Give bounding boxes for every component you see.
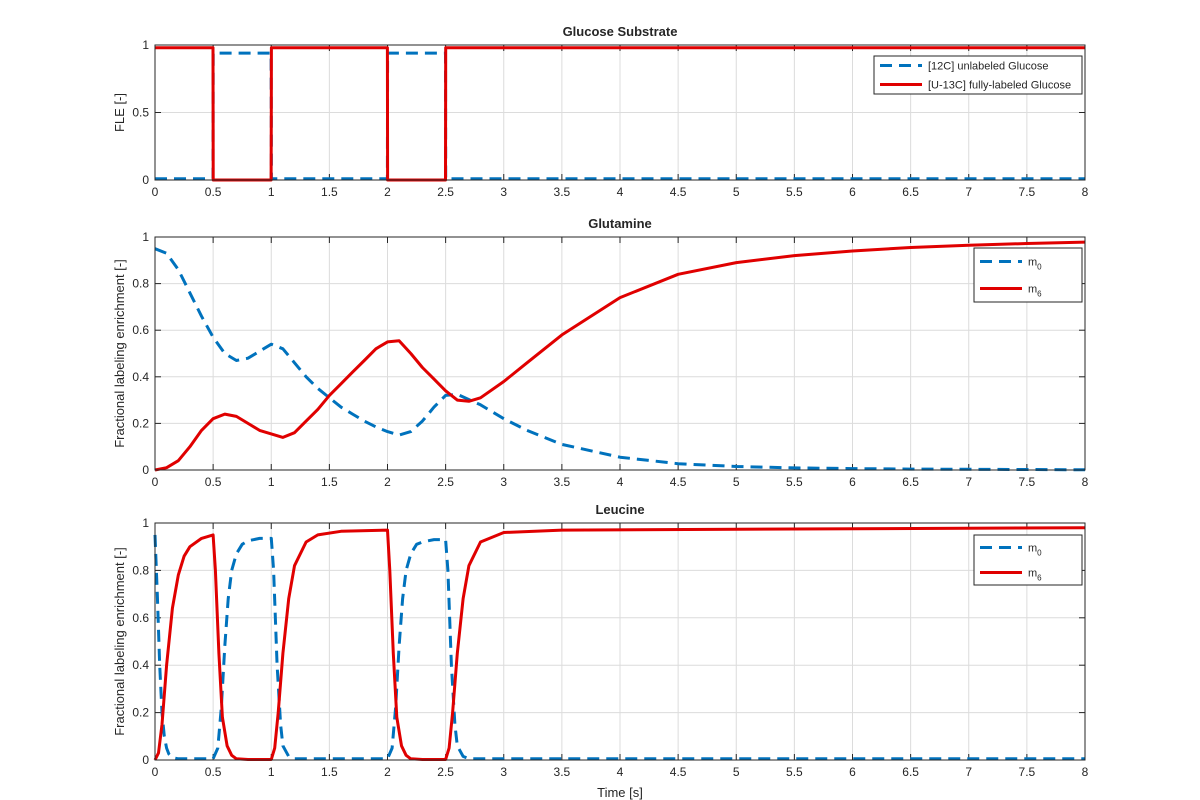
x-tick-label: 6.5 [902, 475, 919, 489]
y-tick-label: 1 [142, 230, 149, 244]
x-tick-label: 7 [965, 185, 972, 199]
y-tick-label: 0.4 [132, 370, 149, 384]
x-tick-label: 1 [268, 185, 275, 199]
y-tick-label: 0.2 [132, 416, 149, 430]
y-tick-label: 0.8 [132, 277, 149, 291]
y-tick-label: 0.8 [132, 563, 149, 577]
x-tick-label: 6.5 [902, 765, 919, 779]
x-tick-label: 6 [849, 765, 856, 779]
x-tick-label: 3.5 [554, 185, 571, 199]
subplot-title: Glutamine [588, 216, 652, 231]
x-tick-label: 0.5 [205, 475, 222, 489]
x-tick-label: 5 [733, 475, 740, 489]
x-tick-label: 3 [500, 185, 507, 199]
subplot-2: 0 0.5 1 1.5 2 2.5 3 3.5 4 4.5 5 5.5 6 6.5 7 7.5 8 0 0.2 0.4… [112, 216, 1089, 489]
x-tick-label: 2 [384, 185, 391, 199]
x-tick-label: 6.5 [902, 185, 919, 199]
legend: m0 m6 [973, 534, 1083, 586]
y-tick-label: 0 [142, 173, 149, 187]
y-tick-label: 0.6 [132, 611, 149, 625]
x-tick-label: 0 [152, 185, 159, 199]
subplot-3: 0 0.5 1 1.5 2 2.5 3 3.5 4 4.5 5 5.5 6 6.5 7 7.5 8 0 0.2 0.4… [112, 502, 1089, 800]
x-tick-label: 1 [268, 475, 275, 489]
x-tick-label: 8 [1082, 475, 1089, 489]
x-tick-label: 5 [733, 185, 740, 199]
subplot-title: Glucose Substrate [563, 24, 678, 39]
legend: [12C] unlabeled Glucose [U-13C] fully-lab… [873, 55, 1083, 95]
x-tick-label: 4 [617, 185, 624, 199]
y-tick-label: 0.2 [132, 706, 149, 720]
x-tick-label: 7.5 [1019, 185, 1036, 199]
subplot-title: Leucine [595, 502, 644, 517]
x-tick-label: 7.5 [1019, 765, 1036, 779]
y-tick-label: 0 [142, 753, 149, 767]
legend-entry-label: m6 [1028, 568, 1042, 583]
x-tick-label: 6 [849, 185, 856, 199]
y-tick-label: 1 [142, 516, 149, 530]
x-tick-label: 1 [268, 765, 275, 779]
x-tick-label: 1.5 [321, 185, 338, 199]
x-tick-label: 4 [617, 765, 624, 779]
series-line-m0 [154, 247, 1086, 472]
x-tick-label: 1.5 [321, 765, 338, 779]
legend-entry-label: [U-13C] fully-labeled Glucose [928, 80, 1071, 92]
legend-entry-label: [12C] unlabeled Glucose [928, 61, 1048, 73]
x-tick-label: 0.5 [205, 185, 222, 199]
x-tick-label: 5.5 [786, 475, 803, 489]
x-tick-label: 7.5 [1019, 475, 1036, 489]
y-axis-label: Fractional labeling enrichment [-] [112, 259, 127, 448]
legend: m0 m6 [973, 247, 1083, 303]
y-axis-label: FLE [-] [112, 93, 127, 132]
x-tick-label: 0 [152, 765, 159, 779]
legend-entry-label: m6 [1028, 284, 1042, 299]
x-tick-label: 4.5 [670, 765, 687, 779]
x-tick-label: 2.5 [437, 475, 454, 489]
axes-border [154, 44, 1086, 181]
legend-entry-label: m0 [1028, 257, 1042, 272]
legend-box [873, 55, 1083, 95]
x-tick-label: 3 [500, 475, 507, 489]
legend-entry-label: m0 [1028, 543, 1042, 558]
x-tick-label: 2 [384, 475, 391, 489]
y-tick-label: 1 [142, 38, 149, 52]
series-line-m6 [154, 240, 1086, 472]
x-tick-label: 8 [1082, 185, 1089, 199]
x-tick-label: 0 [152, 475, 159, 489]
x-tick-label: 3.5 [554, 475, 571, 489]
x-tick-label: 2.5 [437, 765, 454, 779]
x-tick-label: 2.5 [437, 185, 454, 199]
x-tick-label: 6 [849, 475, 856, 489]
axes-border [154, 236, 1086, 471]
y-tick-label: 0 [142, 463, 149, 477]
y-tick-label: 0.5 [132, 106, 149, 120]
x-tick-label: 1.5 [321, 475, 338, 489]
y-tick-label: 0.6 [132, 323, 149, 337]
x-tick-label: 5.5 [786, 765, 803, 779]
x-tick-label: 7 [965, 475, 972, 489]
x-tick-label: 2 [384, 765, 391, 779]
x-tick-label: 7 [965, 765, 972, 779]
x-tick-label: 4.5 [670, 475, 687, 489]
x-tick-label: 3 [500, 765, 507, 779]
x-tick-label: 3.5 [554, 765, 571, 779]
series-line-m6 [153, 526, 1086, 761]
x-tick-label: 8 [1082, 765, 1089, 779]
legend-box [973, 247, 1083, 303]
x-tick-label: 4 [617, 475, 624, 489]
axes-border [154, 522, 1086, 761]
subplot-1: 0 0.5 1 1.5 2 2.5 3 3.5 4 4.5 5 5.5 6 6.5 7 7.5 8 0 0.5 1 Gl… [112, 24, 1089, 199]
x-tick-label: 0.5 [205, 765, 222, 779]
series-line-m0 [153, 534, 1085, 761]
x-tick-label: 5.5 [786, 185, 803, 199]
y-tick-label: 0.4 [132, 658, 149, 672]
x-axis-label: Time [s] [597, 785, 643, 800]
x-tick-label: 4.5 [670, 185, 687, 199]
y-axis-label: Fractional labeling enrichment [-] [112, 547, 127, 736]
series-line--u-13c-fully-labeled-glucose [155, 46, 1085, 182]
x-tick-label: 5 [733, 765, 740, 779]
legend-box [973, 534, 1083, 586]
